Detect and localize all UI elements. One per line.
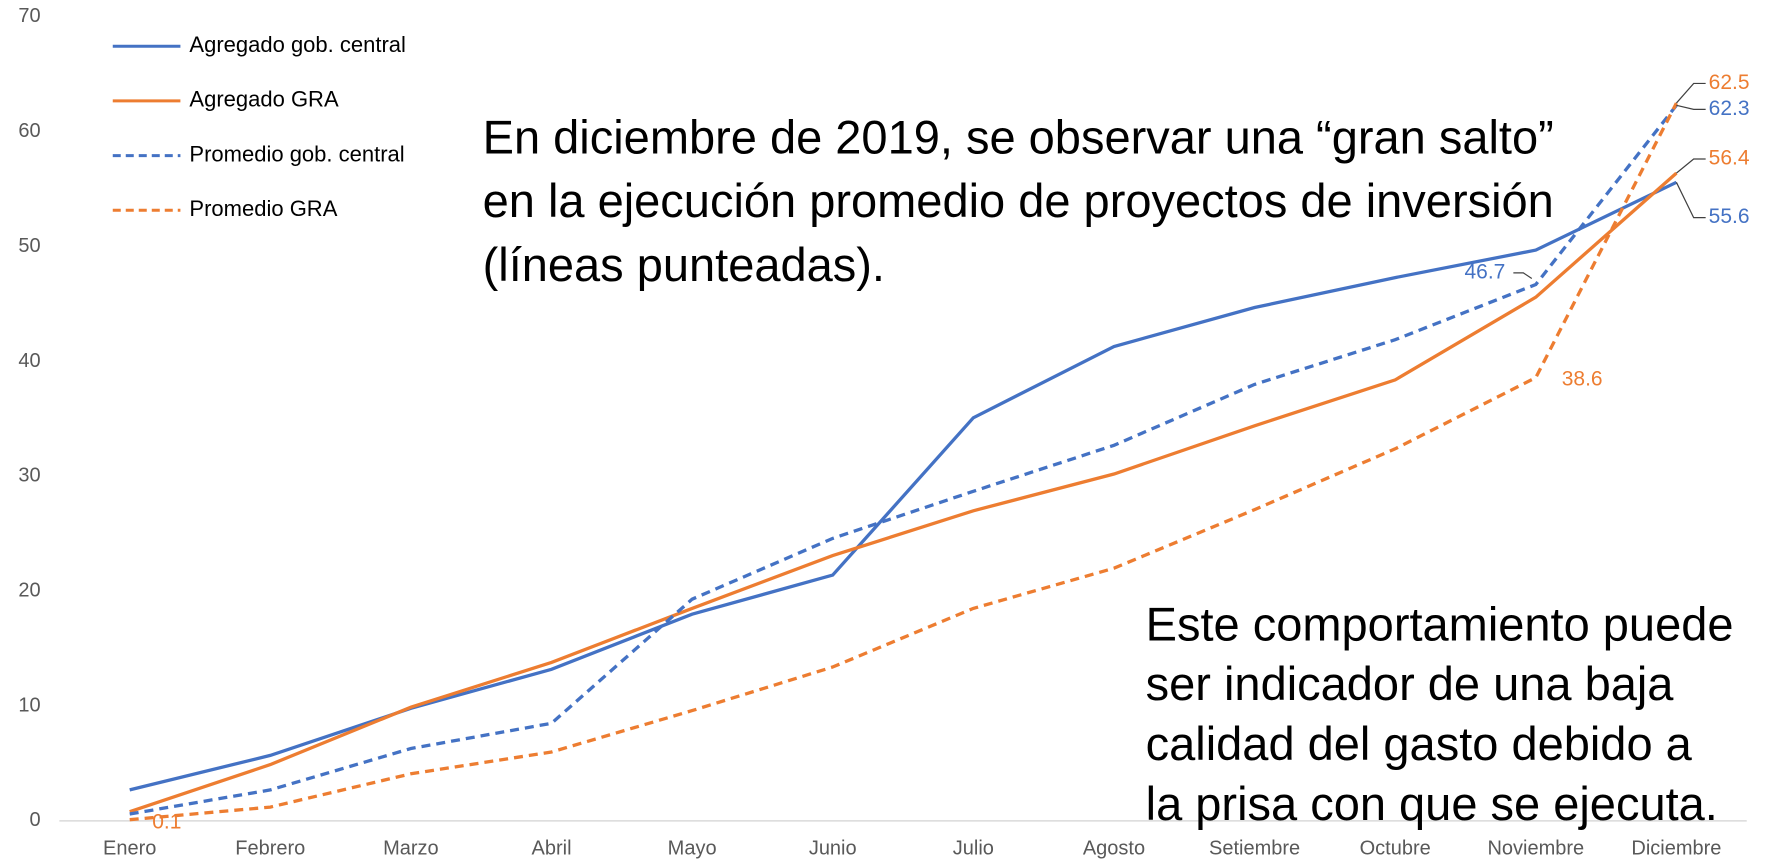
- data-line: [129, 171, 1678, 814]
- data-label: 62.5: [1709, 71, 1750, 94]
- x-tick-label: Octubre: [1360, 837, 1431, 859]
- data-label: 55.6: [1709, 205, 1750, 228]
- y-tick-label: 50: [18, 235, 40, 257]
- leader-line: [1676, 104, 1706, 110]
- y-tick-label: 0: [29, 809, 40, 831]
- legend-label: Promedio GRA: [189, 196, 337, 221]
- leader-line: [1676, 158, 1706, 174]
- annotation: Este comportamiento puede: [1146, 597, 1734, 650]
- legend-label: Promedio gob. central: [189, 141, 404, 166]
- leader-line: [1513, 272, 1533, 280]
- y-tick-label: 40: [18, 350, 40, 372]
- annotation: ser indicador de una baja: [1146, 657, 1675, 710]
- y-tick-label: 10: [18, 694, 40, 716]
- annotation: calidad del gasto debido a: [1146, 717, 1693, 770]
- data-line: [129, 102, 1678, 822]
- x-tick-label: Julio: [953, 837, 994, 859]
- data-label: 46.7: [1464, 260, 1505, 283]
- x-tick-label: Abril: [532, 837, 572, 859]
- leader-line: [1675, 182, 1706, 219]
- x-tick-label: Setiembre: [1209, 837, 1300, 859]
- x-tick-label: Noviembre: [1487, 837, 1584, 859]
- y-tick-label: 70: [18, 5, 40, 27]
- x-tick-label: Marzo: [383, 837, 439, 859]
- x-tick-label: Agosto: [1083, 837, 1145, 859]
- y-tick-label: 30: [18, 465, 40, 487]
- y-tick-label: 20: [18, 579, 40, 601]
- legend-label: Agregado gob. central: [189, 32, 406, 57]
- y-tick-label: 60: [18, 120, 40, 142]
- x-tick-label: Febrero: [235, 837, 305, 859]
- x-tick-label: Enero: [103, 837, 156, 859]
- data-label: 0.1: [152, 811, 181, 834]
- leader-line: [1675, 82, 1706, 104]
- data-line: [129, 104, 1678, 816]
- data-label: 38.6: [1562, 368, 1603, 391]
- annotation: la prisa con que se ejecuta.: [1146, 777, 1718, 830]
- data-label: 56.4: [1709, 147, 1750, 170]
- annotation: en la ejecución promedio de proyectos de…: [483, 174, 1554, 227]
- x-tick-label: Mayo: [668, 837, 717, 859]
- x-tick-label: Diciembre: [1631, 837, 1721, 859]
- x-tick-label: Junio: [809, 837, 857, 859]
- annotation: En diciembre de 2019, se observar una “g…: [483, 110, 1554, 163]
- annotation: (líneas punteadas).: [483, 238, 885, 291]
- legend-label: Agregado GRA: [189, 87, 339, 112]
- data-label: 62.3: [1709, 97, 1750, 120]
